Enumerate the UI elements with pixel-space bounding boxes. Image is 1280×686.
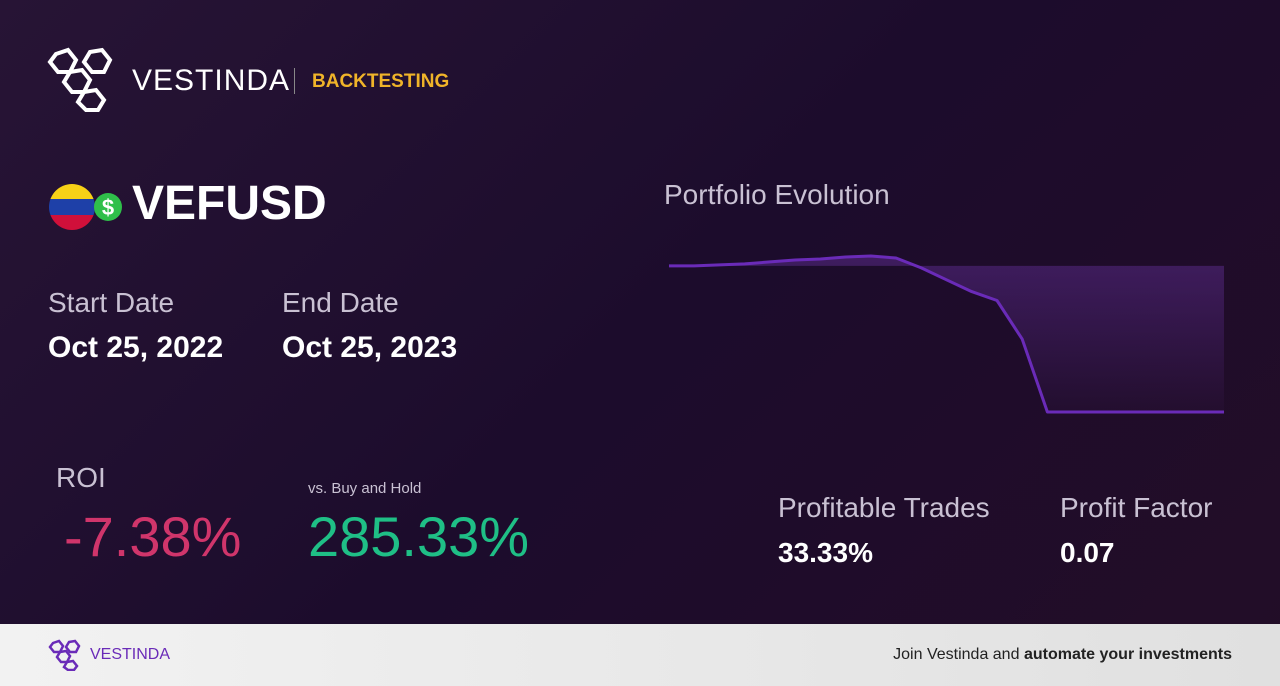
chart <box>669 254 1224 414</box>
start-label: Start Date <box>48 287 175 318</box>
roi-value: -7.38% <box>64 505 242 568</box>
end-label: End Date <box>282 287 399 318</box>
footer-bold: automate your investments <box>1023 646 1232 663</box>
footer-text: Join Vestinda and <box>893 646 1020 663</box>
pf-value: 0.07 <box>1060 537 1115 568</box>
line <box>669 254 1224 414</box>
section: BACKTESTING <box>312 71 450 92</box>
trades-label: Profitable Trades <box>778 492 990 523</box>
footer-logo <box>48 639 81 671</box>
svg-text:$: $ <box>102 195 114 220</box>
flag-icons: $ <box>49 184 122 230</box>
chart-title: Portfolio Evolution <box>664 179 890 210</box>
roi-label: ROI <box>56 462 106 493</box>
trades-value: 33.33% <box>778 537 873 568</box>
buyhold-label: vs. Buy and Hold <box>308 480 422 497</box>
pf-label: Profit Factor <box>1060 492 1213 523</box>
footer-cta: Join Vestinda and automate your investme… <box>893 646 1232 664</box>
end-value: Oct 25, 2023 <box>282 331 458 364</box>
area <box>669 256 1224 412</box>
footer: VESTINDA Join Vestinda and automate your… <box>0 624 1280 686</box>
logo <box>47 47 113 112</box>
buyhold-value: 285.33% <box>308 505 530 568</box>
divider <box>294 68 295 94</box>
footer-brand: VESTINDA <box>90 646 171 663</box>
symbol: VEFUSD <box>132 177 327 230</box>
start-value: Oct 25, 2022 <box>48 331 224 364</box>
brand: VESTINDA <box>132 64 291 97</box>
